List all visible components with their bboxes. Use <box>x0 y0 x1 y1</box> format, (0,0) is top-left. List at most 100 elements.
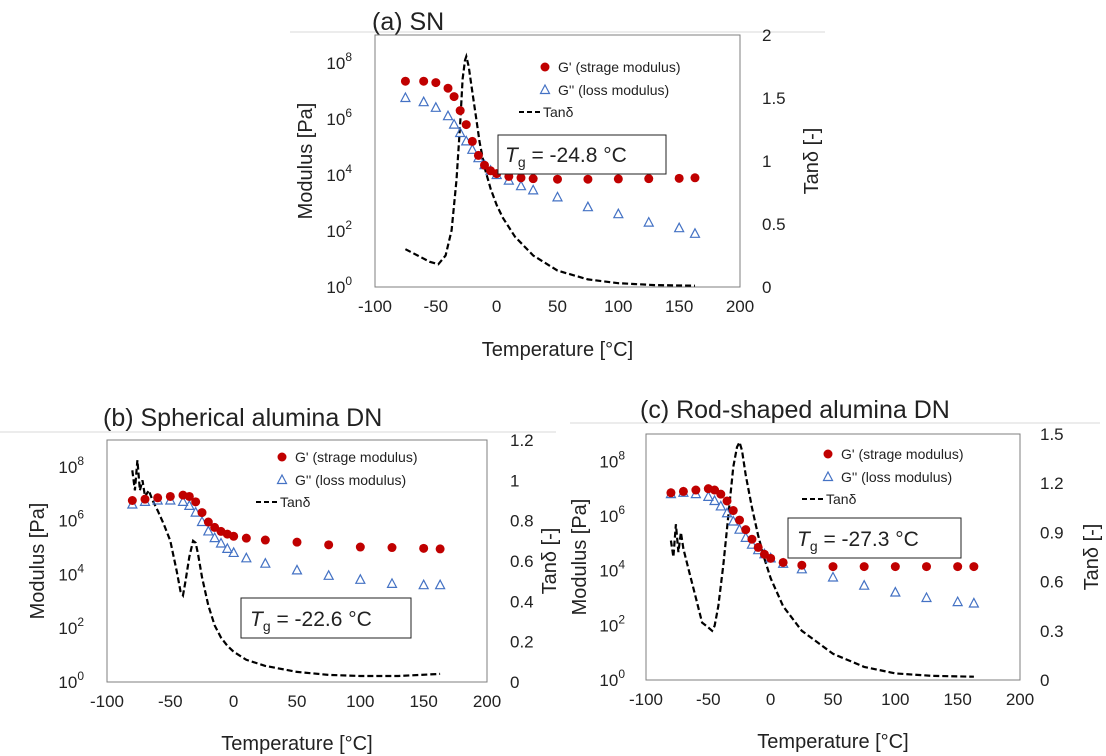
loss-modulus-point <box>952 595 964 607</box>
loss-modulus-point <box>430 101 442 112</box>
y2-tick-label: 0.3 <box>1040 622 1064 641</box>
y2-axis-title: Tanδ [-] <box>801 128 823 195</box>
storage-modulus-point <box>741 525 751 535</box>
loss-modulus-point <box>442 109 454 121</box>
y2-tick-label: 1 <box>762 152 771 171</box>
y-tick-base: 10 <box>599 452 618 471</box>
storage-modulus-point <box>184 491 194 501</box>
y2-tick-label: 0.2 <box>510 633 534 652</box>
storage-modulus-point <box>153 493 163 503</box>
tg-subscript: g <box>263 618 271 634</box>
loss-modulus-point <box>354 573 366 584</box>
y2-tick-label: 0 <box>762 278 771 297</box>
x-axis-title: Temperature [°C] <box>482 339 633 361</box>
tg-symbol: T <box>505 144 520 167</box>
storage-modulus-point <box>140 494 150 504</box>
y-tick-base: 10 <box>58 565 77 584</box>
y-tick-label: 100 <box>326 274 352 297</box>
y2-tick-label: 0.6 <box>510 552 534 571</box>
storage-modulus-point <box>449 92 459 102</box>
y-tick-base: 10 <box>326 166 345 185</box>
storage-modulus-point <box>778 557 788 567</box>
storage-modulus-point <box>127 496 137 505</box>
loss-modulus-point <box>240 552 252 563</box>
x-tick-label: 150 <box>943 690 971 709</box>
storage-modulus-point <box>666 488 676 498</box>
loss-modulus-point <box>515 179 527 191</box>
storage-modulus-point <box>431 78 441 88</box>
storage-modulus-point <box>922 562 931 572</box>
y-tick-label: 102 <box>599 612 625 635</box>
legend: G' (strage modulus) G'' (loss modulus) Tan… <box>256 449 418 510</box>
storage-modulus-point <box>400 76 410 86</box>
y-tick-base: 10 <box>326 222 345 241</box>
series-tan-delta <box>131 460 441 678</box>
y2-tick-label: 1.2 <box>510 431 534 450</box>
storage-modulus-point <box>197 508 207 518</box>
plot-frame <box>645 433 1021 681</box>
storage-modulus-point <box>387 543 397 553</box>
y-tick-exponent: 2 <box>77 615 84 629</box>
loss-modulus-point <box>527 184 539 195</box>
y-tick-label: 108 <box>58 454 84 477</box>
storage-modulus-point <box>165 491 175 501</box>
y-tick-base: 10 <box>58 458 77 477</box>
storage-modulus-point <box>691 485 701 495</box>
loss-modulus-point <box>215 537 227 548</box>
x-tick-label: 100 <box>346 692 374 711</box>
panel-title: (b) Spherical alumina DN <box>103 404 382 432</box>
loss-modulus-point <box>434 578 446 590</box>
loss-modulus-point <box>228 546 240 558</box>
tg-value: = -27.3 °C <box>818 528 919 551</box>
panel-title: (a) SN <box>372 8 444 36</box>
legend-storage-label: G' (strage modulus) <box>841 446 964 462</box>
y-tick-exponent: 6 <box>345 106 352 120</box>
legend-tan-label: Tanδ <box>826 491 857 507</box>
loss-modulus-point <box>889 586 901 597</box>
loss-modulus-point <box>968 597 980 608</box>
legend-loss-marker <box>276 473 288 485</box>
y2-tick-label: 1 <box>510 471 519 490</box>
y-tick-exponent: 8 <box>77 454 84 468</box>
x-axis-title: Temperature [°C] <box>221 733 372 755</box>
y-tick-label: 104 <box>599 558 625 581</box>
series-tan-delta <box>404 52 696 287</box>
loss-modulus-point <box>386 577 398 588</box>
tg-annotation: Tg = -22.6 °C <box>250 608 372 634</box>
loss-modulus-point <box>418 578 430 590</box>
loss-modulus-point <box>177 495 189 506</box>
storage-modulus-point <box>191 497 201 507</box>
tan-delta-line <box>131 460 441 678</box>
y-tick-label: 100 <box>599 667 625 690</box>
panel-title: (c) Rod-shaped alumina DN <box>640 396 950 424</box>
loss-modulus-point <box>643 216 655 227</box>
y2-tick-label: 0.5 <box>762 215 786 234</box>
x-tick-label: 0 <box>229 692 238 711</box>
loss-modulus-point <box>259 557 271 568</box>
storage-modulus-point <box>716 489 726 499</box>
storage-modulus-point <box>480 160 489 170</box>
storage-modulus-point <box>461 120 471 130</box>
storage-modulus-point <box>455 106 465 116</box>
x-tick-label: -50 <box>424 297 449 316</box>
legend-storage-marker <box>823 449 833 459</box>
tg-symbol: T <box>797 528 812 551</box>
loss-modulus-point <box>291 564 303 575</box>
tg-subscript: g <box>810 538 818 554</box>
y-tick-base: 10 <box>326 54 345 73</box>
loss-modulus-point <box>221 542 233 553</box>
x-tick-label: 50 <box>288 692 307 711</box>
y2-tick-label: 1.2 <box>1040 474 1064 493</box>
x-tick-label: -50 <box>158 692 183 711</box>
y-tick-label: 106 <box>58 508 84 531</box>
storage-modulus-point <box>292 537 302 547</box>
series-storage-modulus <box>127 490 445 554</box>
y-tick-label: 108 <box>326 50 352 73</box>
y-tick-label: 106 <box>326 106 352 129</box>
y-tick-exponent: 0 <box>618 667 625 681</box>
y-tick-exponent: 0 <box>77 669 84 683</box>
loss-modulus-point <box>466 143 478 154</box>
y-tick-exponent: 4 <box>345 162 352 176</box>
loss-modulus-point <box>921 591 932 603</box>
y2-tick-label: 0.6 <box>1040 573 1064 592</box>
